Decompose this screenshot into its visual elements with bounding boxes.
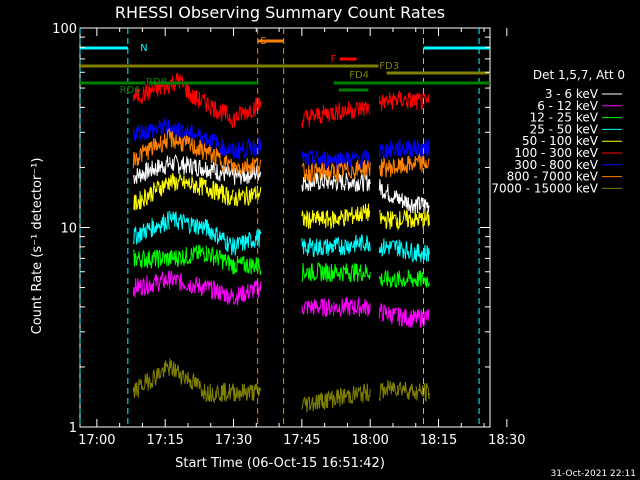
series-line-3 (132, 210, 430, 264)
legend-label-0: 3 - 6 keV (545, 87, 599, 101)
legend-label-8: 7000 - 15000 keV (491, 181, 598, 195)
chart-title: RHESSI Observing Summary Count Rates (115, 3, 445, 22)
series-line-1 (132, 270, 430, 328)
y-tick-label-2: 100 (52, 22, 77, 37)
x-axis-label: Start Time (06-Oct-15 16:51:42) (175, 456, 385, 471)
x-tick-label-4: 18:00 (351, 433, 388, 448)
series-line-0 (132, 154, 430, 215)
legend-title: Det 1,5,7, Att 0 (533, 68, 625, 82)
x-tick-label-5: 18:15 (420, 433, 457, 448)
legend-label-2: 12 - 25 keV (530, 111, 599, 125)
legend-label-6: 300 - 800 keV (514, 158, 598, 172)
plot-area (79, 27, 491, 428)
legend-label-5: 100 - 300 keV (514, 146, 598, 160)
y-axis-label: Count Rate (s⁻¹ detector⁻¹) (30, 158, 45, 335)
legend-label-1: 6 - 12 keV (537, 99, 599, 113)
x-tick-label-3: 17:45 (283, 433, 320, 448)
y-tick-label-1: 10 (60, 222, 77, 237)
flag-label-rd0: RD0 (146, 77, 167, 88)
x-tick-label-1: 17:15 (146, 433, 183, 448)
render-timestamp: 31-Oct-2021 22:11 (551, 469, 636, 479)
series-line-7 (132, 127, 430, 183)
legend-label-4: 50 - 100 keV (522, 134, 599, 148)
series-line-5 (132, 72, 430, 129)
flag-label-n: N (140, 43, 147, 54)
flag-label-f: F (331, 54, 337, 65)
series-line-2 (132, 244, 430, 289)
flag-label-fd4: FD4 (349, 70, 369, 81)
flag-layer: N S F FD3 FD4 RD0 RD6 (79, 28, 490, 427)
tick-layer: 17:00 17:15 17:30 17:45 18:00 18:15 18:30 1 10 10… (52, 22, 525, 448)
series-line-8 (132, 358, 430, 413)
x-tick-label-0: 17:00 (78, 433, 115, 448)
legend-label-7: 800 - 7000 keV (507, 170, 599, 184)
flag-label-s: S (260, 36, 266, 47)
x-tick-label-2: 17:30 (215, 433, 252, 448)
series-line-4 (132, 172, 430, 231)
y-tick-label-0: 1 (69, 421, 77, 436)
x-tick-label-6: 18:30 (488, 433, 525, 448)
legend-label-3: 25 - 50 keV (530, 122, 599, 136)
series-layer (132, 72, 430, 413)
series-line-6 (132, 117, 430, 171)
flag-label-rd6: RD6 (120, 85, 141, 96)
flag-label-fd3: FD3 (379, 61, 399, 72)
